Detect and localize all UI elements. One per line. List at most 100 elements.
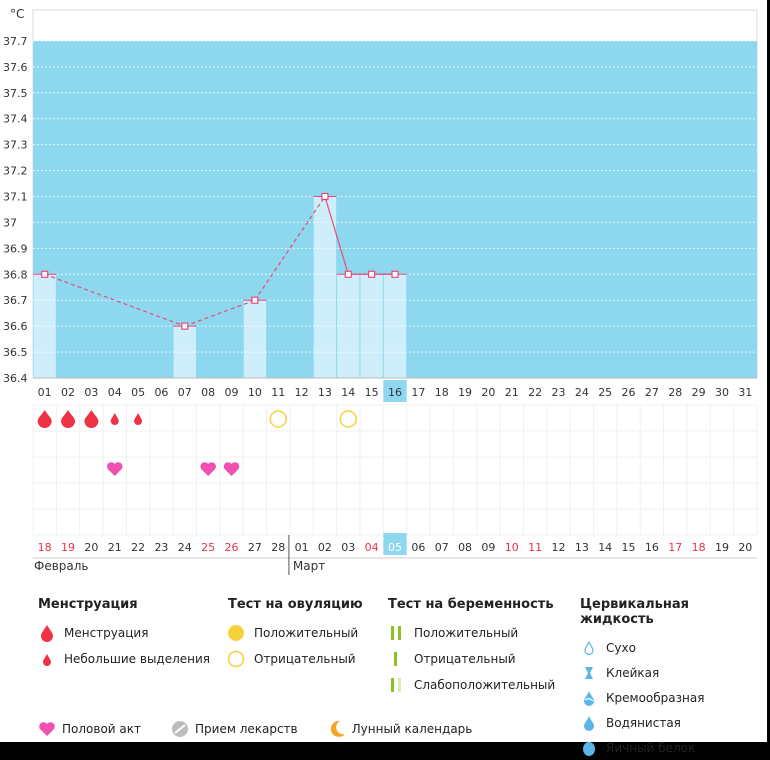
- drop-large-icon: [38, 624, 60, 642]
- data-point-15: [368, 270, 376, 278]
- legend-menstruation: Менструация Менструация Небольшие выделе…: [38, 597, 210, 672]
- date-label: 18: [38, 541, 52, 554]
- date-label: 11: [528, 541, 542, 554]
- menstruation-drop-05: [134, 413, 143, 425]
- cycle-day-label: 05: [131, 386, 145, 399]
- legend-item-egg-white: Яичный белок: [580, 735, 767, 760]
- drop-small-icon: [38, 650, 60, 668]
- date-label: 19: [715, 541, 729, 554]
- cycle-day-label: 29: [692, 386, 706, 399]
- legend-item-ovulation-positive: Положительный: [228, 620, 363, 646]
- intercourse-heart-08: [200, 462, 216, 476]
- cycle-day-label: 17: [411, 386, 425, 399]
- legend-item-ovulation-negative: Отрицательный: [227, 646, 363, 672]
- cycle-day-label: 20: [481, 386, 495, 399]
- cycle-day-label: 14: [341, 386, 355, 399]
- date-label: 12: [551, 541, 565, 554]
- legend-item-pregnancy-positive: Положительный: [388, 620, 555, 646]
- date-label: 27: [248, 541, 262, 554]
- series-line-segment: [44, 273, 186, 327]
- series-line-segment: [324, 196, 349, 275]
- egg-white-icon: [580, 739, 602, 757]
- temperature-bar-15: [360, 274, 383, 378]
- legend-cervical: Цервикальная жидкость Сухо Клейкая Кремо…: [580, 597, 767, 760]
- legend-item-dry: Сухо: [580, 635, 767, 660]
- cycle-day-label: 27: [645, 386, 659, 399]
- legend-item-medication: Прием лекарств: [171, 720, 298, 738]
- menstruation-drop-03: [84, 410, 99, 429]
- y-tick-label: 37.4: [3, 113, 28, 126]
- watery-icon: [580, 714, 602, 732]
- date-label: 16: [645, 541, 659, 554]
- menstruation-drop-04: [110, 413, 119, 425]
- y-tick-label: 37.6: [3, 61, 28, 74]
- menstruation-drop-01: [37, 410, 52, 429]
- date-label: 13: [575, 541, 589, 554]
- legend-ovulation-title: Тест на овуляцию: [228, 597, 363, 612]
- y-tick-label: 37.7: [3, 35, 28, 48]
- temperature-bar-14: [337, 274, 360, 378]
- cycle-day-label: 23: [551, 386, 565, 399]
- legend-cervical-title: Цервикальная жидкость: [580, 597, 689, 627]
- date-label: 09: [481, 541, 495, 554]
- y-tick-label: 37.5: [3, 87, 28, 100]
- date-label: 26: [225, 541, 239, 554]
- legend-pregnancy-title: Тест на беременность: [388, 597, 554, 612]
- data-point-16: [391, 270, 399, 278]
- temperature-bar-13: [313, 196, 337, 378]
- cycle-day-label: 31: [738, 386, 752, 399]
- y-tick-label: 36.6: [3, 320, 28, 333]
- data-point-01: [41, 270, 49, 278]
- y-tick-label: 37.3: [3, 139, 28, 152]
- date-label: 10: [505, 541, 519, 554]
- circle-filled-icon: [228, 624, 250, 642]
- bottom-legend: Половой акт Прием лекарств Лунный календ…: [38, 720, 502, 738]
- legend-ovulation: Тест на овуляцию Положительный Отрицател…: [227, 597, 363, 672]
- y-tick-label: 37.1: [3, 191, 28, 204]
- date-label: 18: [692, 541, 706, 554]
- date-label: 07: [435, 541, 449, 554]
- cycle-day-label: 06: [154, 386, 168, 399]
- y-tick-label: 37: [3, 216, 17, 229]
- menstruation-drop-02: [61, 410, 76, 429]
- intercourse-heart-09: [223, 462, 240, 476]
- cycle-day-label: 24: [575, 386, 589, 399]
- current-date-highlight: [383, 533, 407, 555]
- date-label: 08: [458, 541, 472, 554]
- date-label: 23: [154, 541, 168, 554]
- sticky-icon: [580, 664, 602, 682]
- y-tick-label: 36.8: [3, 268, 28, 281]
- date-label: 24: [178, 541, 192, 554]
- legend-item-spotting: Небольшие выделения: [38, 646, 210, 672]
- cycle-day-label: 28: [668, 386, 682, 399]
- series-line-segment: [184, 299, 256, 327]
- cycle-day-label: 03: [84, 386, 98, 399]
- temperature-bar-07: [173, 326, 196, 378]
- month-label: Март: [293, 559, 325, 573]
- cycle-day-label: 25: [598, 386, 612, 399]
- data-point-10: [251, 296, 259, 304]
- y-tick-label: 36.4: [3, 372, 28, 385]
- ovulation-test-11: [269, 410, 287, 428]
- cycle-day-label: 08: [201, 386, 215, 399]
- data-point-13: [321, 192, 329, 201]
- data-point-14: [344, 270, 352, 278]
- cycle-day-label: 02: [61, 386, 75, 399]
- legend-item-pregnancy-negative: Отрицательный: [388, 646, 555, 672]
- pill-icon: [171, 720, 195, 738]
- month-label: Февраль: [34, 559, 89, 573]
- temperature-bar-10: [243, 300, 267, 378]
- date-label: 06: [411, 541, 425, 554]
- cycle-day-label: 01: [38, 386, 52, 399]
- one-line-icon: [388, 650, 410, 668]
- date-label: 05: [388, 541, 402, 554]
- date-label: 28: [271, 541, 285, 554]
- moon-icon: [328, 720, 352, 738]
- intercourse-heart-04: [106, 462, 123, 476]
- y-tick-label: 36.5: [3, 346, 28, 359]
- date-label: 02: [318, 541, 332, 554]
- legend-pregnancy: Тест на беременность Положительный Отриц…: [388, 597, 555, 698]
- date-label: 15: [622, 541, 636, 554]
- current-day-highlight: [383, 380, 407, 402]
